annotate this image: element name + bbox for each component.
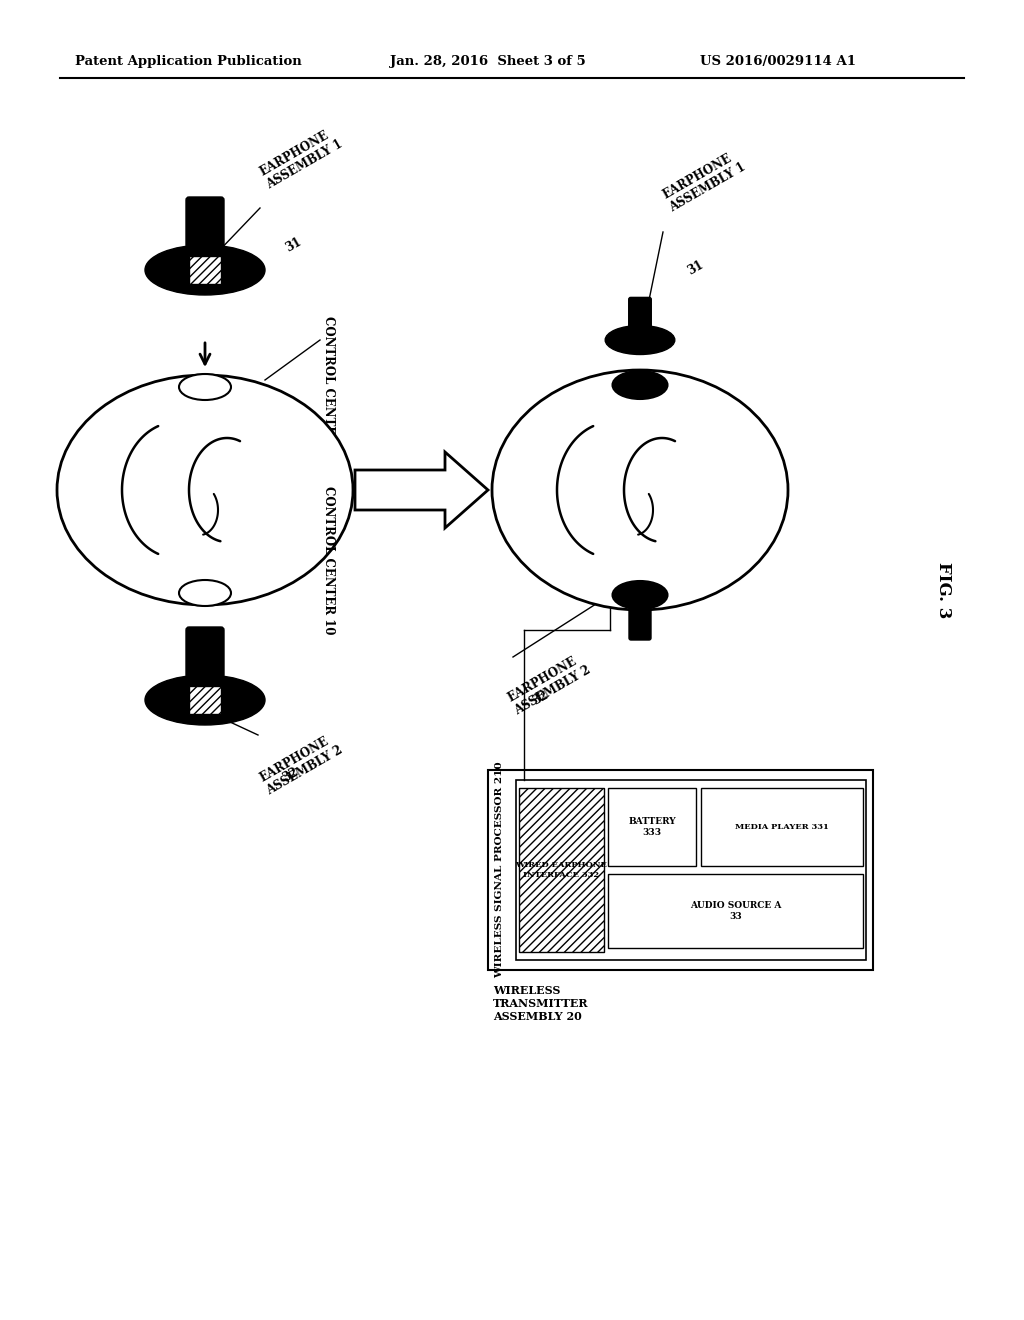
Bar	[519, 788, 604, 952]
Bar	[189, 256, 221, 284]
Bar	[701, 788, 863, 866]
Text: CONTROL CENTER 10: CONTROL CENTER 10	[322, 315, 335, 465]
Bar	[608, 788, 696, 866]
Ellipse shape	[612, 581, 668, 609]
Ellipse shape	[57, 375, 353, 605]
Bar	[516, 780, 866, 960]
Text: 31: 31	[685, 259, 706, 277]
Text: EARPHONE
ASSEMBLY 1: EARPHONE ASSEMBLY 1	[660, 148, 749, 215]
Text: EARPHONE
ASSEMBLY 2: EARPHONE ASSEMBLY 2	[257, 730, 345, 797]
Text: 32: 32	[530, 688, 551, 708]
Ellipse shape	[179, 374, 231, 400]
Text: AUDIO SOURCE A
33: AUDIO SOURCE A 33	[690, 902, 781, 921]
Text: BATTERY
333: BATTERY 333	[628, 817, 676, 837]
Text: Jan. 28, 2016  Sheet 3 of 5: Jan. 28, 2016 Sheet 3 of 5	[390, 55, 586, 69]
Ellipse shape	[605, 326, 675, 355]
Text: EARPHONE
ASSEMBLY 1: EARPHONE ASSEMBLY 1	[257, 125, 345, 191]
Ellipse shape	[612, 371, 668, 399]
Bar	[519, 788, 604, 952]
Text: 32: 32	[280, 766, 301, 785]
Ellipse shape	[492, 370, 788, 610]
Text: FIG. 3: FIG. 3	[935, 562, 952, 618]
Bar	[488, 770, 873, 970]
Text: WIRELESS
TRANSMITTER
ASSEMBLY 20: WIRELESS TRANSMITTER ASSEMBLY 20	[493, 985, 589, 1022]
FancyBboxPatch shape	[629, 606, 651, 640]
Text: 31: 31	[283, 235, 304, 255]
Text: WIRELESS SIGNAL PROCESSOR 210: WIRELESS SIGNAL PROCESSOR 210	[496, 762, 505, 978]
Ellipse shape	[145, 675, 265, 725]
Text: US 2016/0029114 A1: US 2016/0029114 A1	[700, 55, 856, 69]
FancyBboxPatch shape	[186, 197, 224, 248]
Text: MEDIA PLAYER 331: MEDIA PLAYER 331	[735, 822, 829, 832]
Bar	[189, 686, 221, 714]
Text: CONTROL CENTER 10: CONTROL CENTER 10	[322, 486, 335, 634]
Bar	[608, 874, 863, 948]
FancyBboxPatch shape	[629, 297, 651, 327]
Text: EARPHONE
ASSEMBLY 2: EARPHONE ASSEMBLY 2	[505, 649, 594, 717]
FancyBboxPatch shape	[186, 627, 224, 678]
Ellipse shape	[145, 246, 265, 294]
Text: Patent Application Publication: Patent Application Publication	[75, 55, 302, 69]
Ellipse shape	[179, 579, 231, 606]
Text: WIRED EARPHONE
INTERFACE 332: WIRED EARPHONE INTERFACE 332	[515, 862, 607, 879]
Polygon shape	[355, 451, 488, 528]
